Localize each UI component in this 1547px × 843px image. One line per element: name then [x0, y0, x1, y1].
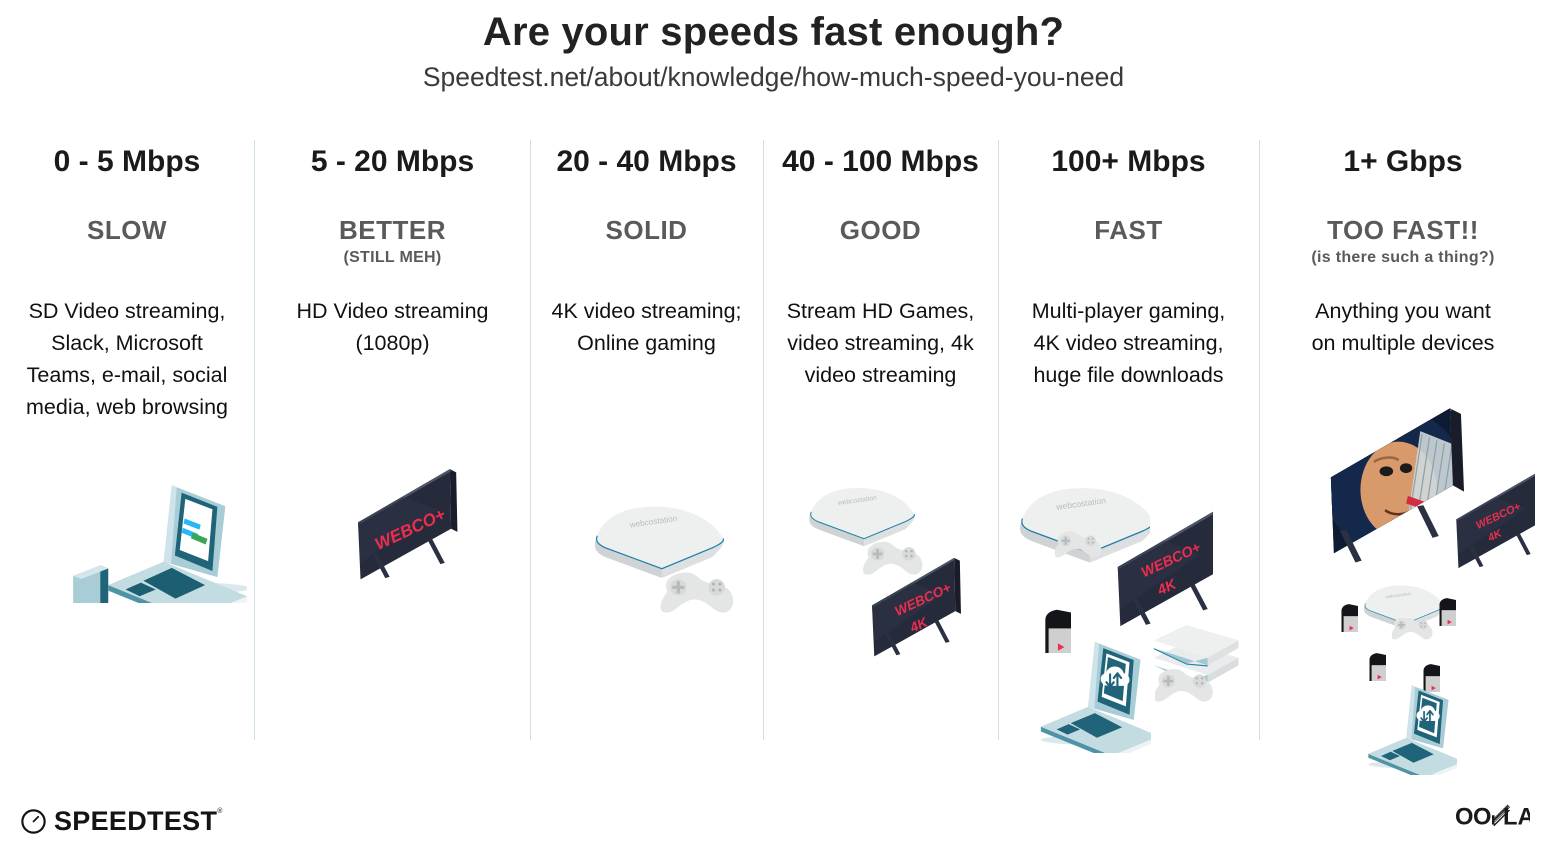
svg-text:OO: OO — [1455, 804, 1491, 831]
